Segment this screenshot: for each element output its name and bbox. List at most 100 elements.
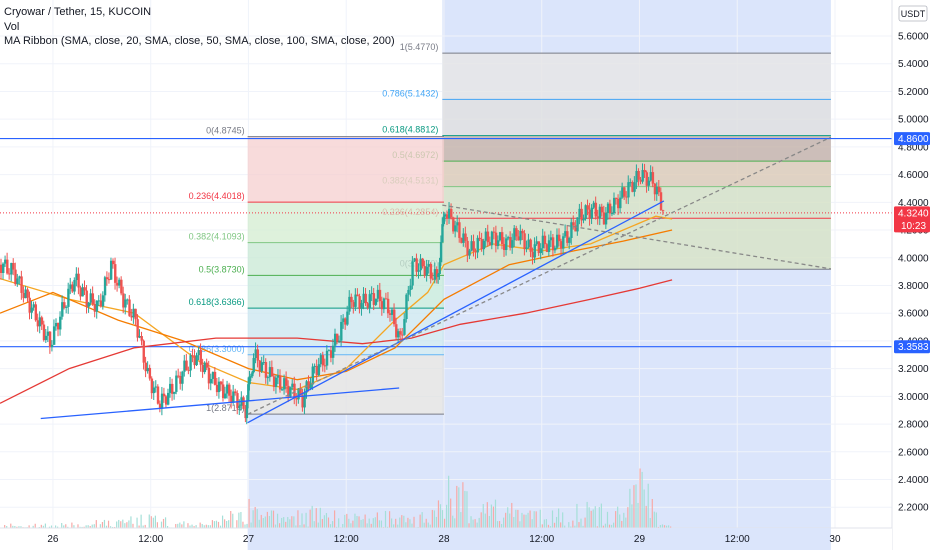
volume-bar <box>150 516 152 528</box>
volume-bar <box>667 525 670 528</box>
candle-body <box>54 322 58 327</box>
candle-body <box>454 225 457 232</box>
candle-body <box>474 251 477 253</box>
volume-bar <box>409 519 411 528</box>
fib-left-band <box>247 308 444 355</box>
candle-body <box>71 284 74 292</box>
volume-bar <box>4 524 6 528</box>
volume-bar <box>321 518 323 528</box>
time-axis-tick-label: 28 <box>438 534 450 545</box>
volume-bar <box>87 525 89 528</box>
trend-lines-layer[interactable] <box>40 136 832 424</box>
candle-body <box>154 386 158 388</box>
volume-bar <box>205 524 207 528</box>
fib-left-band <box>247 275 444 309</box>
volume-bar <box>295 525 297 528</box>
candle-body <box>103 277 107 296</box>
volume-bar <box>122 519 124 528</box>
candle-body <box>249 376 253 378</box>
trend-line[interactable] <box>247 136 832 415</box>
trend-line[interactable] <box>442 204 832 270</box>
volume-bar <box>57 526 59 528</box>
volume-bar <box>109 526 112 528</box>
fib-right-band <box>442 135 831 162</box>
volume-bar <box>187 523 189 528</box>
candle-body <box>458 222 461 238</box>
candle-body <box>594 202 598 217</box>
price-axis-tick-label: 2.4000 <box>898 475 929 486</box>
volume-bar <box>313 521 315 528</box>
candle-body <box>439 242 443 263</box>
candle-body <box>65 306 68 308</box>
volume-bar <box>439 504 442 528</box>
candle-body <box>67 288 70 307</box>
candle-body <box>272 376 276 388</box>
volume-bar <box>281 517 283 528</box>
candle-body <box>370 293 374 295</box>
candle-body <box>291 383 294 388</box>
candle-body <box>417 270 420 272</box>
fib-right-level-label: 0.786(5.1432) <box>382 88 438 98</box>
volume-bar <box>519 521 521 528</box>
candle-body <box>236 393 239 409</box>
price-tag-label: 3.3583 <box>898 342 929 353</box>
candle-body <box>2 263 5 273</box>
volume-bar <box>246 523 248 528</box>
volume-bar <box>81 526 83 528</box>
volume-bar <box>85 525 87 528</box>
volume-bar <box>529 510 531 528</box>
candle-body <box>50 344 54 348</box>
fib-left-level-label: 0(4.8745) <box>206 126 245 136</box>
candle-body <box>500 232 504 245</box>
candle-body <box>635 170 638 183</box>
volume-bar <box>651 498 653 528</box>
candle-body <box>631 182 634 192</box>
volume-bar <box>248 498 250 528</box>
candle-body <box>93 304 97 312</box>
volume-bar <box>388 511 391 528</box>
volume-bar <box>219 525 222 528</box>
candle-body <box>342 318 345 322</box>
volume-bar <box>50 525 53 528</box>
volume-bar <box>160 521 163 528</box>
volume-bar <box>148 514 150 528</box>
volume-bar <box>154 515 156 528</box>
volume-bar <box>555 516 558 528</box>
volume-bar <box>358 516 360 528</box>
candle-body <box>279 375 282 390</box>
volume-bar <box>258 519 260 528</box>
candle-body <box>299 388 302 396</box>
volume-bar <box>14 525 16 528</box>
volume-bar <box>435 516 438 528</box>
candle-body <box>441 224 444 243</box>
candle-body <box>470 241 473 251</box>
trend-line[interactable] <box>247 200 665 424</box>
candle-body <box>331 345 335 358</box>
volume-bar <box>623 512 625 528</box>
candle-body <box>391 309 394 315</box>
volume-bar <box>496 521 499 528</box>
candle-body <box>333 333 337 346</box>
candle-body <box>560 241 563 249</box>
moving-average-layer <box>0 215 673 404</box>
volume-bar <box>126 522 128 528</box>
candle-body <box>490 231 494 246</box>
volume-bar <box>425 518 427 528</box>
volume-bar <box>276 513 279 528</box>
volume-bar <box>215 520 218 528</box>
volume-bar <box>207 525 209 528</box>
volume-bar <box>272 510 275 528</box>
currency-badge[interactable] <box>898 5 928 22</box>
volume-bar <box>175 524 177 528</box>
candle-body <box>348 296 351 312</box>
volume-bar <box>643 489 645 528</box>
volume-bar <box>130 516 132 528</box>
candle-body <box>604 213 608 225</box>
candle-body <box>590 207 593 219</box>
volume-bar <box>478 517 480 528</box>
trend-line[interactable] <box>40 387 400 420</box>
fibonacci-layer[interactable]: 1(5.4770)0.786(5.1432)0.618(4.8812)0.5(4… <box>0 42 892 415</box>
volume-bar <box>40 524 42 528</box>
volume-bar <box>360 519 362 528</box>
